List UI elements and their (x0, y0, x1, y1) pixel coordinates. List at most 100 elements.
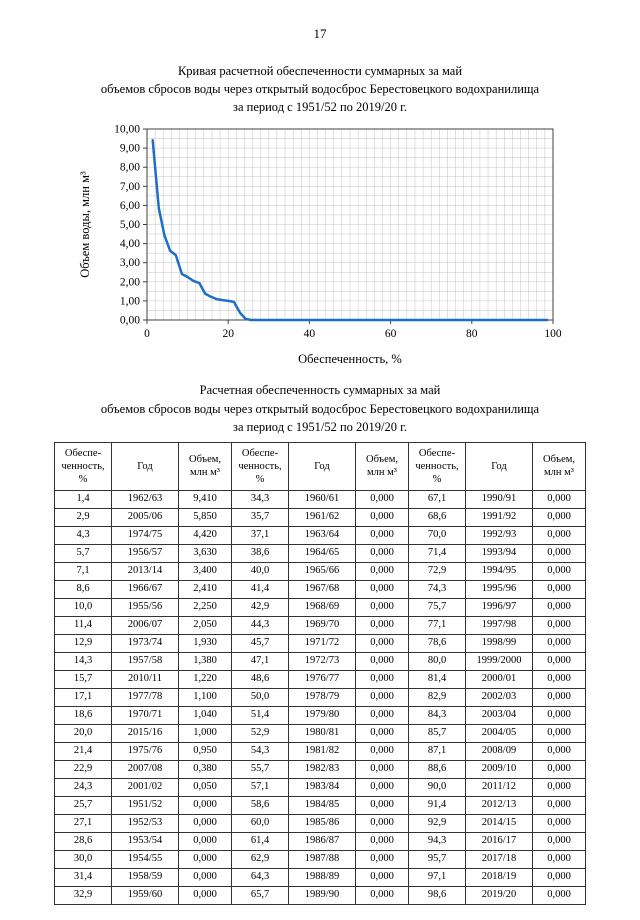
cell-year: 2019/20 (465, 886, 533, 906)
cell-volume: 0,000 (178, 850, 232, 870)
header-year: Год (111, 441, 179, 492)
cell-percent: 21,4 (54, 742, 112, 762)
cell-year: 1995/96 (465, 580, 533, 600)
cell-year: 1974/75 (111, 526, 179, 546)
cell-percent: 2,9 (54, 508, 112, 528)
cell-volume: 0,000 (532, 490, 586, 510)
cell-year: 2016/17 (465, 832, 533, 852)
cell-year: 1986/87 (288, 832, 356, 852)
cell-year: 2008/09 (465, 742, 533, 762)
cell-year: 1989/90 (288, 886, 356, 906)
cell-volume: 0,000 (355, 868, 409, 888)
cell-year: 2007/08 (111, 760, 179, 780)
cell-volume: 0,000 (532, 832, 586, 852)
cell-year: 1953/54 (111, 832, 179, 852)
cell-year: 2015/16 (111, 724, 179, 744)
cell-volume: 0,000 (532, 814, 586, 834)
cell-percent: 77,1 (408, 616, 466, 636)
exceedance-curve (151, 139, 549, 322)
chart-canvas: 0 20 40 60 80 100 0,00 1,00 2,00 3,00 4,00 5,00 6,00… (78, 124, 562, 367)
header-volume: Объем, млн м³ (532, 441, 586, 492)
cell-percent: 62,9 (231, 850, 289, 870)
header-volume: Объем, млн м³ (355, 441, 409, 492)
cell-percent: 7,1 (54, 562, 112, 582)
cell-year: 1969/70 (288, 616, 356, 636)
y-tick-label: 10,00 (114, 124, 140, 136)
cell-year: 1993/94 (465, 544, 533, 564)
cell-percent: 70,0 (408, 526, 466, 546)
cell-percent: 55,7 (231, 760, 289, 780)
cell-percent: 45,7 (231, 634, 289, 654)
cell-volume: 0,000 (355, 508, 409, 528)
cell-year: 1981/82 (288, 742, 356, 762)
x-tick-label: 100 (544, 328, 562, 340)
y-tick-label: 0,00 (120, 315, 140, 327)
cell-percent: 40,0 (231, 562, 289, 582)
cell-percent: 12,9 (54, 634, 112, 654)
table-row: 30,0 1954/55 0,000 62,9 1987/88 0,000 95,7 2017… (54, 850, 586, 870)
cell-volume: 0,000 (532, 724, 586, 744)
table-row: 14,3 1957/58 1,380 47,1 1972/73 0,000 80,0 1999… (54, 652, 586, 672)
cell-volume: 0,000 (532, 526, 586, 546)
table-title: Расчетная обеспеченность суммарных за ма… (0, 381, 640, 435)
cell-volume: 0,000 (355, 544, 409, 564)
table-body: 1,4 1962/63 9,410 34,3 1960/61 0,000 67,1 1990/… (54, 490, 586, 906)
cell-year: 2017/18 (465, 850, 533, 870)
cell-year: 1960/61 (288, 490, 356, 510)
x-tick-label: 60 (385, 328, 397, 340)
cell-volume: 0,000 (532, 850, 586, 870)
table-header-row: Обеспе-ченность,% Год Объем, млн м³ Обеспе-ч… (54, 441, 586, 492)
cell-percent: 50,0 (231, 688, 289, 708)
cell-volume: 0,000 (532, 652, 586, 672)
cell-volume: 0,000 (355, 562, 409, 582)
y-tick-label: 4,00 (120, 238, 140, 250)
cell-year: 1966/67 (111, 580, 179, 600)
table-header: Обеспе-ченность,% Год Объем, млн м³ Обеспе-ч… (54, 441, 586, 492)
cell-volume: 1,380 (178, 652, 232, 672)
x-tick-label: 40 (304, 328, 316, 340)
cell-percent: 91,4 (408, 796, 466, 816)
cell-year: 1982/83 (288, 760, 356, 780)
cell-percent: 1,4 (54, 490, 112, 510)
cell-percent: 58,6 (231, 796, 289, 816)
y-tick-label: 6,00 (120, 200, 140, 212)
cell-volume: 4,420 (178, 526, 232, 546)
cell-year: 1998/99 (465, 634, 533, 654)
chart-title-line: за период с 1951/52 по 2019/20 г. (233, 100, 407, 115)
cell-year: 1979/80 (288, 706, 356, 726)
table-row: 17,1 1977/78 1,100 50,0 1978/79 0,000 82,9 2002… (54, 688, 586, 708)
table-row: 7,1 2013/14 3,400 40,0 1965/66 0,000 72,9 1994/… (54, 562, 586, 582)
cell-year: 2000/01 (465, 670, 533, 690)
cell-percent: 88,6 (408, 760, 466, 780)
header-percent: Обеспе-ченность,% (54, 441, 112, 492)
cell-volume: 0,000 (532, 886, 586, 906)
cell-percent: 4,3 (54, 526, 112, 546)
cell-percent: 30,0 (54, 850, 112, 870)
cell-percent: 14,3 (54, 652, 112, 672)
cell-percent: 68,6 (408, 508, 466, 528)
y-tick-label: 5,00 (120, 219, 140, 231)
cell-percent: 92,9 (408, 814, 466, 834)
y-tick-label: 7,00 (120, 181, 140, 193)
cell-volume: 0,000 (532, 670, 586, 690)
cell-percent: 27,1 (54, 814, 112, 834)
cell-percent: 84,3 (408, 706, 466, 726)
header-volume: Объем, млн м³ (178, 441, 232, 492)
exceedance-curve-chart: 0 20 40 60 80 100 0,00 1,00 2,00 3,00 4,00 5,00 6,00… (0, 122, 640, 375)
cell-volume: 5,850 (178, 508, 232, 528)
cell-year: 1952/53 (111, 814, 179, 834)
cell-year: 1967/68 (288, 580, 356, 600)
cell-volume: 0,000 (355, 760, 409, 780)
cell-volume: 0,000 (178, 832, 232, 852)
table-row: 22,9 2007/08 0,380 55,7 1982/83 0,000 88,6 2009… (54, 760, 586, 780)
cell-year: 1972/73 (288, 652, 356, 672)
cell-volume: 0,000 (355, 616, 409, 636)
cell-year: 1959/60 (111, 886, 179, 906)
cell-year: 1956/57 (111, 544, 179, 564)
table-row: 25,7 1951/52 0,000 58,6 1984/85 0,000 91,4 2012… (54, 796, 586, 816)
cell-percent: 67,1 (408, 490, 466, 510)
cell-percent: 31,4 (54, 868, 112, 888)
cell-year: 2018/19 (465, 868, 533, 888)
table-row: 11,4 2006/07 2,050 44,3 1969/70 0,000 77,1 1997… (54, 616, 586, 636)
